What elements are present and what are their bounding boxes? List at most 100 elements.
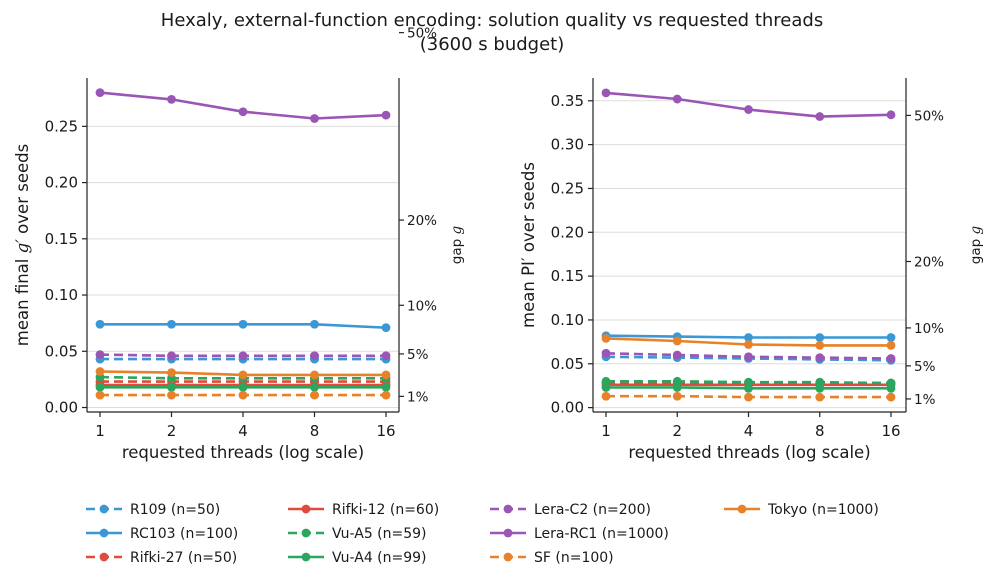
gap-axis-label: gap g	[449, 225, 465, 264]
y-tick-label: 0.00	[551, 399, 584, 417]
gap-tick-label: 5%	[407, 347, 429, 363]
data-point	[310, 319, 319, 329]
data-point	[601, 333, 611, 343]
gap-axis-label: gap g	[968, 225, 984, 264]
legend-label: Rifki-27 (n=50)	[130, 550, 237, 566]
data-point	[672, 336, 682, 346]
data-point	[381, 370, 391, 380]
legend-label: SF (n=100)	[534, 550, 614, 566]
legend-label: Vu-A5 (n=59)	[332, 526, 427, 542]
legend-marker	[99, 504, 109, 514]
series	[601, 391, 896, 402]
data-point	[815, 392, 825, 402]
data-point	[601, 88, 611, 98]
x-tick-label: 8	[310, 422, 320, 440]
data-point	[167, 94, 176, 104]
data-point	[886, 383, 896, 393]
data-point	[95, 382, 105, 392]
gap-tick-label: 50%	[914, 108, 944, 124]
data-point	[744, 377, 753, 387]
series	[601, 376, 896, 388]
data-point	[238, 107, 248, 117]
data-point	[744, 392, 753, 402]
data-point	[238, 319, 248, 329]
x-tick-label: 4	[744, 422, 754, 440]
data-point	[886, 354, 896, 363]
y-tick-label: 0.30	[551, 136, 584, 154]
legend-marker	[99, 552, 109, 562]
right-panel: 0.00 0.05 0.10 0.15 0.20 0.25 0.30 0.35 1 2 4 8 16 1%…	[519, 78, 984, 462]
legend: R109 (n=50) RC103 (n=100) Rifki-27 (n=50) R…	[86, 502, 879, 566]
data-point	[167, 319, 176, 329]
legend-entry: Lera-C2 (n=200)	[490, 502, 651, 518]
data-point	[601, 376, 611, 386]
legend-label: Rifki-12 (n=60)	[332, 502, 439, 518]
legend-entry: R109 (n=50)	[86, 502, 220, 518]
legend-marker	[503, 504, 513, 514]
data-point	[238, 351, 248, 361]
x-tick-label: 16	[376, 422, 395, 440]
y-tick-label: 0.25	[551, 179, 584, 197]
data-point	[238, 370, 248, 380]
data-point	[381, 323, 391, 333]
gap-tick-label: 10%	[407, 298, 437, 314]
data-point	[95, 367, 105, 376]
data-point	[167, 390, 176, 400]
series	[601, 333, 896, 350]
legend-label: Lera-C2 (n=200)	[534, 502, 651, 518]
data-point	[886, 392, 896, 402]
gap-tick-label: 10%	[914, 321, 944, 337]
y-tick-label: 0.25	[45, 117, 78, 135]
gap-tick-label: 1%	[407, 389, 429, 405]
data-point	[744, 340, 753, 349]
data-point	[310, 370, 319, 380]
data-point	[815, 383, 825, 393]
series	[601, 383, 896, 393]
legend-label: Lera-RC1 (n=1000)	[534, 526, 669, 542]
series	[95, 88, 391, 123]
y-tick-label: 0.15	[45, 230, 78, 248]
gap-tick-label: 20%	[407, 213, 437, 229]
data-point	[815, 333, 825, 342]
x-tick-label: 1	[95, 422, 105, 440]
legend-marker	[503, 528, 513, 538]
data-point	[381, 382, 391, 392]
y-tick-label: 0.10	[551, 311, 584, 329]
series	[601, 88, 896, 121]
legend-label: R109 (n=50)	[130, 502, 220, 518]
data-point	[886, 333, 896, 342]
legend-entry: RC103 (n=100)	[86, 526, 238, 542]
data-point	[744, 333, 753, 342]
x-axis-label: requested threads (log scale)	[628, 443, 870, 462]
x-tick-label: 1	[601, 422, 611, 440]
y-tick-label: 0.20	[45, 174, 78, 192]
y-tick-label: 0.35	[551, 92, 584, 110]
legend-entry: SF (n=100)	[490, 550, 614, 566]
x-axis-label: requested threads (log scale)	[122, 443, 364, 462]
y-axis-label: mean final g′ over seeds	[13, 144, 32, 346]
legend-entry: Lera-RC1 (n=1000)	[490, 526, 669, 542]
data-point	[310, 351, 319, 361]
data-point	[310, 114, 319, 123]
series	[601, 348, 896, 363]
data-point	[744, 383, 753, 393]
data-point	[744, 352, 753, 362]
legend-entry: Vu-A5 (n=59)	[288, 526, 427, 542]
data-point	[815, 340, 825, 350]
left-panel: 0.00 0.05 0.10 0.15 0.20 0.25 1 2 4 8 16 1% 5% 10% 20%…	[13, 26, 465, 462]
data-point	[672, 94, 682, 104]
data-point	[381, 390, 391, 400]
series	[95, 367, 391, 380]
x-tick-label: 8	[815, 422, 825, 440]
data-point	[167, 368, 176, 378]
y-tick-label: 0.15	[551, 267, 584, 285]
data-point	[95, 390, 105, 400]
legend-entry: Rifki-27 (n=50)	[86, 550, 237, 566]
legend-label: Tokyo (n=1000)	[767, 502, 879, 518]
data-point	[601, 348, 611, 358]
chart-title-line-2: (3600 s budget)	[420, 34, 565, 55]
legend-marker	[99, 528, 109, 538]
data-point	[672, 350, 682, 360]
gap-tick-label: 1%	[914, 392, 936, 408]
data-point	[744, 105, 753, 114]
